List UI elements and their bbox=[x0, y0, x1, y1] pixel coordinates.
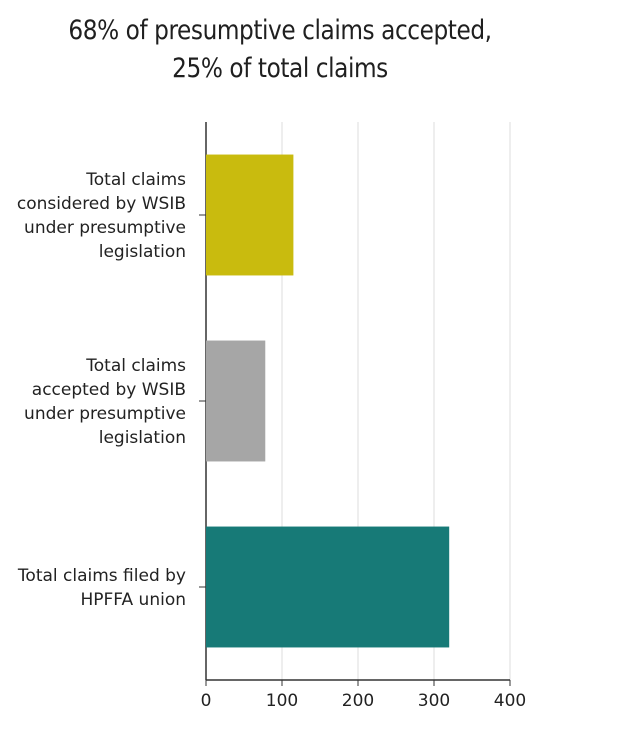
bar-2 bbox=[206, 340, 266, 462]
category-label-1-line-3: under presumptive bbox=[24, 218, 186, 238]
category-label-1-line-1: Total claims bbox=[85, 170, 186, 190]
chart-title: 68% of presumptive claims accepted, 25% … bbox=[39, 12, 521, 88]
x-tick-label-100: 100 bbox=[266, 691, 298, 711]
bar-3 bbox=[206, 526, 450, 648]
x-tick-label-200: 200 bbox=[342, 691, 374, 711]
category-label-1-line-4: legislation bbox=[99, 242, 186, 262]
category-label-2-line-2: accepted by WSIB bbox=[32, 380, 186, 400]
category-label-3-line-1: Total claims filed by bbox=[17, 566, 186, 586]
category-label-3-line-2: HPFFA union bbox=[80, 590, 186, 610]
x-tick-label-400: 400 bbox=[494, 691, 526, 711]
category-label-2-line-1: Total claims bbox=[85, 356, 186, 376]
chart-title-line-2: 25% of total claims bbox=[172, 53, 388, 84]
x-tick-label-0: 0 bbox=[201, 691, 212, 711]
category-label-1-line-2: considered by WSIB bbox=[17, 194, 186, 214]
category-label-2-line-4: legislation bbox=[99, 428, 186, 448]
bar-1 bbox=[206, 154, 294, 276]
chart-title-line-1: 68% of presumptive claims accepted, bbox=[68, 15, 492, 46]
category-label-2-line-3: under presumptive bbox=[24, 404, 186, 424]
x-tick-label-300: 300 bbox=[418, 691, 450, 711]
